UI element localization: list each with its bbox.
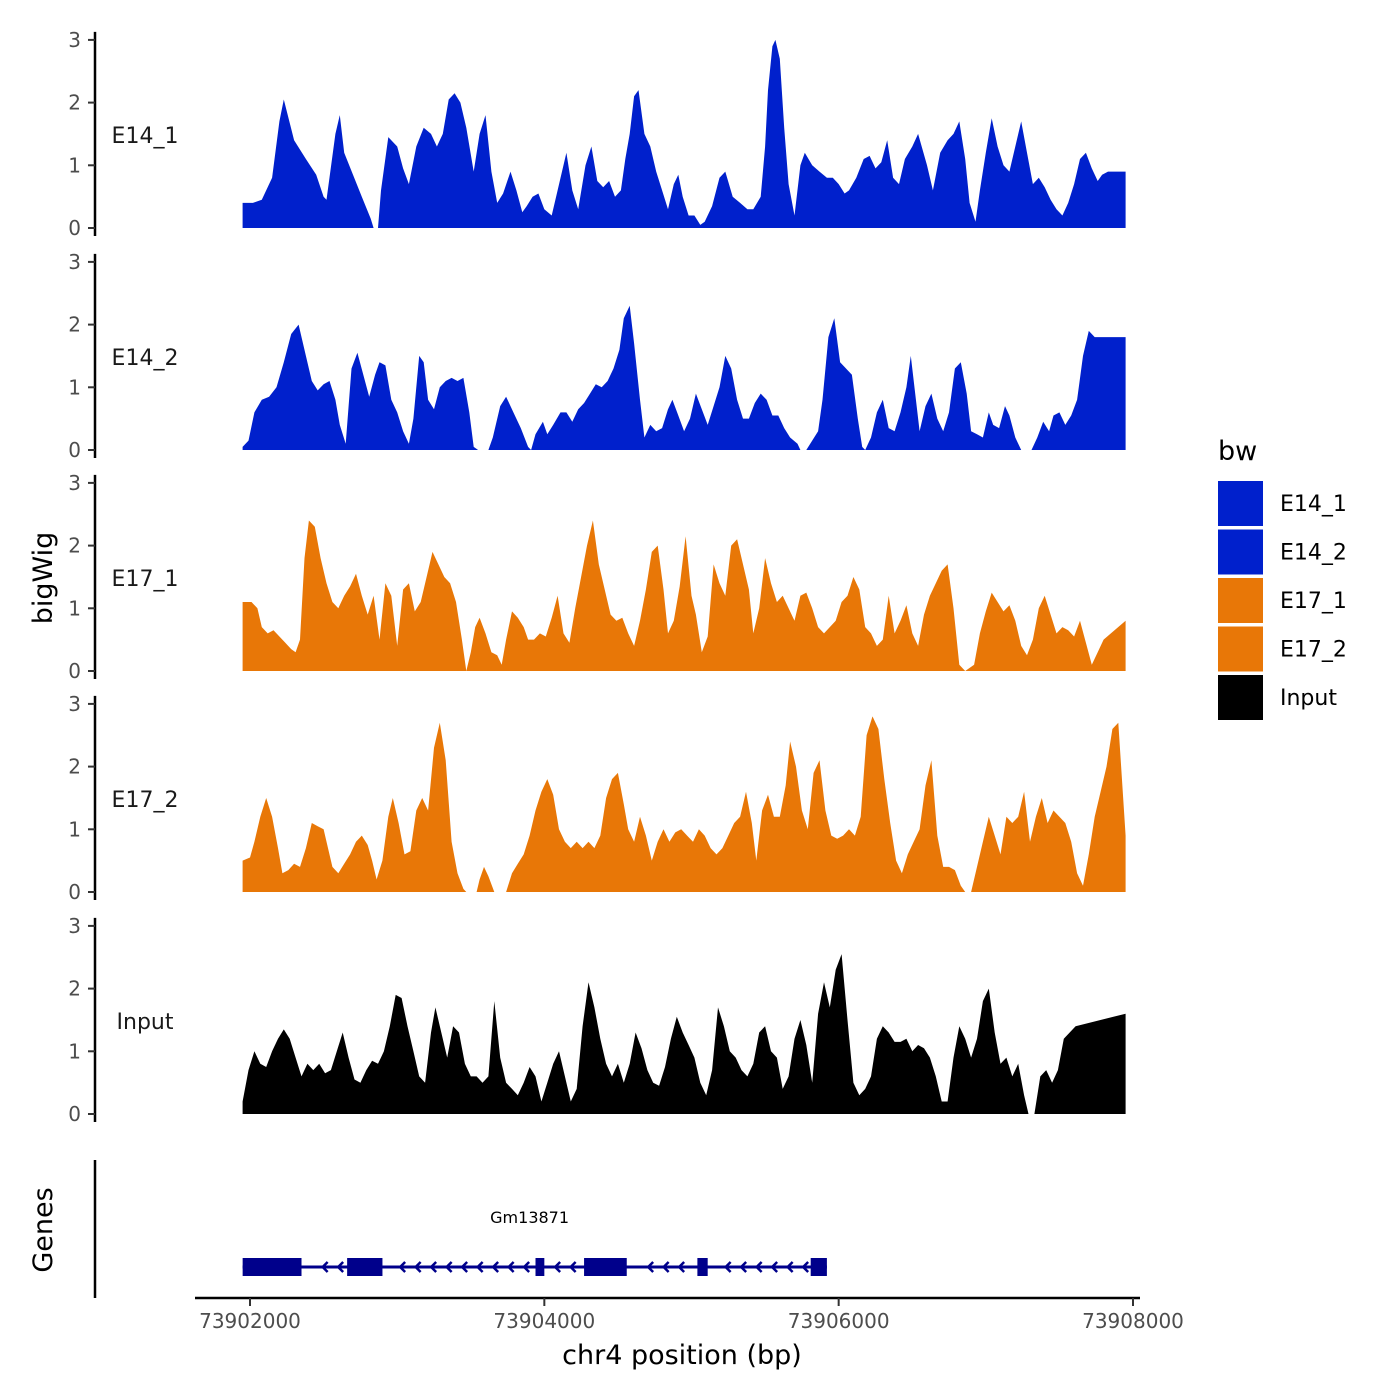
- strand-arrow: [429, 1261, 438, 1273]
- track-label: E14_1: [112, 124, 179, 149]
- track-label: E14_2: [112, 346, 179, 371]
- track-label: Input: [117, 1010, 174, 1035]
- strand-arrow: [522, 1261, 531, 1273]
- legend-key-E17_2: [1218, 626, 1263, 672]
- area-E17_2: [242, 716, 1126, 892]
- track-E14_1: 0 1 2 3 E14_1: [68, 28, 1126, 240]
- x-tick-label: 73902000: [199, 1309, 301, 1333]
- strand-arrow: [661, 1261, 670, 1273]
- y-tick-label: 0: [68, 880, 81, 904]
- y-tick-label: 3: [68, 471, 81, 495]
- area-E14_1: [242, 39, 1126, 229]
- strand-arrow: [770, 1261, 779, 1273]
- legend-title: bw: [1218, 436, 1257, 467]
- strand-arrow: [475, 1261, 484, 1273]
- strand-arrow: [739, 1261, 748, 1273]
- y-tick-label: 2: [68, 534, 81, 558]
- legend-label: E17_1: [1280, 589, 1347, 614]
- area-E17_1: [242, 520, 1126, 671]
- track-label: E17_2: [112, 788, 179, 813]
- strand-arrow: [460, 1261, 469, 1273]
- track-E14_2: 0 1 2 3 E14_2: [68, 250, 1126, 462]
- signal-tracks: 0 1 2 3 E14_1 0 1 2 3 E14_2 0 1 2 3 E17_1 0 1 2 3 E17_2 0 1 2 3…: [68, 28, 1126, 1126]
- legend: bw E14_1 E14_2 E17_1 E17_2 Input: [1218, 436, 1347, 720]
- gene-exon: [584, 1258, 627, 1276]
- y-tick-label: 2: [68, 977, 81, 1001]
- gene-exon: [535, 1258, 545, 1276]
- y-tick-label: 1: [68, 596, 81, 620]
- x-axis: 73902000 73904000 73906000 73908000: [195, 1296, 1184, 1333]
- gene-name-label: Gm13871: [490, 1208, 569, 1227]
- y-tick-label: 3: [68, 28, 81, 52]
- track-E17_2: 0 1 2 3 E17_2: [68, 692, 1126, 904]
- legend-label: E14_2: [1280, 541, 1347, 566]
- y-tick-label: 0: [68, 659, 81, 683]
- gene-exon: [697, 1258, 708, 1276]
- y-tick-label: 1: [68, 817, 81, 841]
- strand-arrow: [398, 1261, 407, 1273]
- y-tick-label: 1: [68, 153, 81, 177]
- strand-arrow: [723, 1261, 732, 1273]
- x-tick-label: 73906000: [788, 1309, 890, 1333]
- strand-arrow: [444, 1261, 453, 1273]
- strand-arrow: [320, 1261, 329, 1273]
- legend-label: Input: [1280, 686, 1337, 711]
- strand-arrow: [568, 1261, 577, 1273]
- y-tick-label: 2: [68, 91, 81, 115]
- y-tick-label: 1: [68, 375, 81, 399]
- area-E14_2: [242, 305, 1126, 450]
- strand-arrow: [646, 1261, 655, 1273]
- gene-exon: [242, 1258, 302, 1276]
- y-tick-label: 3: [68, 692, 81, 716]
- y-axis-title: bigWig: [28, 532, 59, 625]
- strand-arrow: [336, 1261, 345, 1273]
- legend-key-E17_1: [1218, 578, 1263, 623]
- legend-label: E17_2: [1280, 638, 1347, 663]
- strand-arrow: [754, 1261, 763, 1273]
- strand-arrow: [491, 1261, 500, 1273]
- strand-arrow: [553, 1261, 562, 1273]
- y-tick-label: 1: [68, 1039, 81, 1063]
- y-tick-label: 0: [68, 438, 81, 462]
- strand-arrow: [677, 1261, 686, 1273]
- legend-label: E14_1: [1280, 492, 1347, 517]
- strand-arrow: [413, 1261, 422, 1273]
- legend-key-Input: [1218, 675, 1263, 720]
- genes-axis-title: Genes: [28, 1187, 59, 1272]
- legend-key-E14_2: [1218, 529, 1263, 575]
- y-tick-label: 0: [68, 216, 81, 240]
- y-tick-label: 3: [68, 914, 81, 938]
- track-E17_1: 0 1 2 3 E17_1: [68, 471, 1126, 683]
- gene-exon: [810, 1258, 827, 1276]
- strand-arrow: [506, 1261, 515, 1273]
- gene-exon: [347, 1258, 383, 1276]
- x-tick-label: 73904000: [493, 1309, 595, 1333]
- y-tick-label: 3: [68, 250, 81, 274]
- strand-arrow: [801, 1261, 810, 1273]
- gene-track-panel: Gm13871: [93, 1160, 827, 1298]
- strand-arrow: [785, 1261, 794, 1273]
- x-axis-title: chr4 position (bp): [562, 1340, 802, 1371]
- area-Input: [242, 954, 1126, 1114]
- x-tick-label: 73908000: [1082, 1309, 1184, 1333]
- legend-key-E14_1: [1218, 481, 1263, 526]
- track-label: E17_1: [112, 567, 179, 592]
- track-Input: 0 1 2 3 Input: [68, 914, 1126, 1126]
- y-tick-label: 0: [68, 1102, 81, 1126]
- y-tick-label: 2: [68, 755, 81, 779]
- y-tick-label: 2: [68, 313, 81, 337]
